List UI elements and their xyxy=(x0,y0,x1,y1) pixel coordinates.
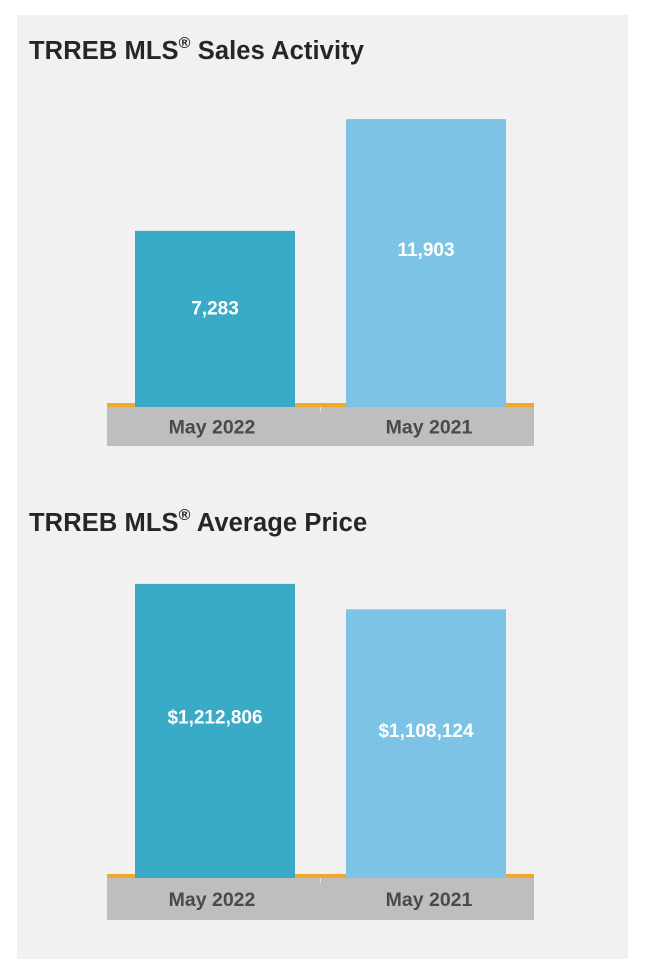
bar-may-2021 xyxy=(346,609,506,878)
chart-panel: TRREB MLS® Sales Activity 7,283 May 2022 1… xyxy=(17,15,628,959)
x-tick-label: May 2021 xyxy=(386,889,473,911)
x-tick-label: May 2021 xyxy=(386,417,473,439)
average-price-title: TRREB MLS® Average Price xyxy=(29,507,368,537)
average-price-chart: $1,212,806 May 2022 $1,108,124 May 2021 xyxy=(107,583,534,920)
registered-mark: ® xyxy=(178,507,191,524)
registered-mark: ® xyxy=(178,35,191,52)
x-tick-label: May 2022 xyxy=(169,417,256,439)
sales-activity-title: TRREB MLS® Sales Activity xyxy=(29,35,365,65)
data-label: 7,283 xyxy=(191,299,239,320)
x-tick-label: May 2022 xyxy=(169,889,256,911)
data-label: $1,212,806 xyxy=(167,708,262,729)
data-label: $1,108,124 xyxy=(378,721,474,742)
data-label: 11,903 xyxy=(397,240,454,261)
bar-may-2022 xyxy=(135,583,295,878)
bar-may-2022 xyxy=(135,230,295,407)
x-axis-tick xyxy=(320,407,321,412)
baseline xyxy=(107,403,534,407)
sales-activity-chart: 7,283 May 2022 11,903 May 2021 xyxy=(107,119,534,446)
baseline xyxy=(107,874,534,878)
x-axis-tick xyxy=(320,878,321,883)
bar-may-2021 xyxy=(346,119,506,407)
